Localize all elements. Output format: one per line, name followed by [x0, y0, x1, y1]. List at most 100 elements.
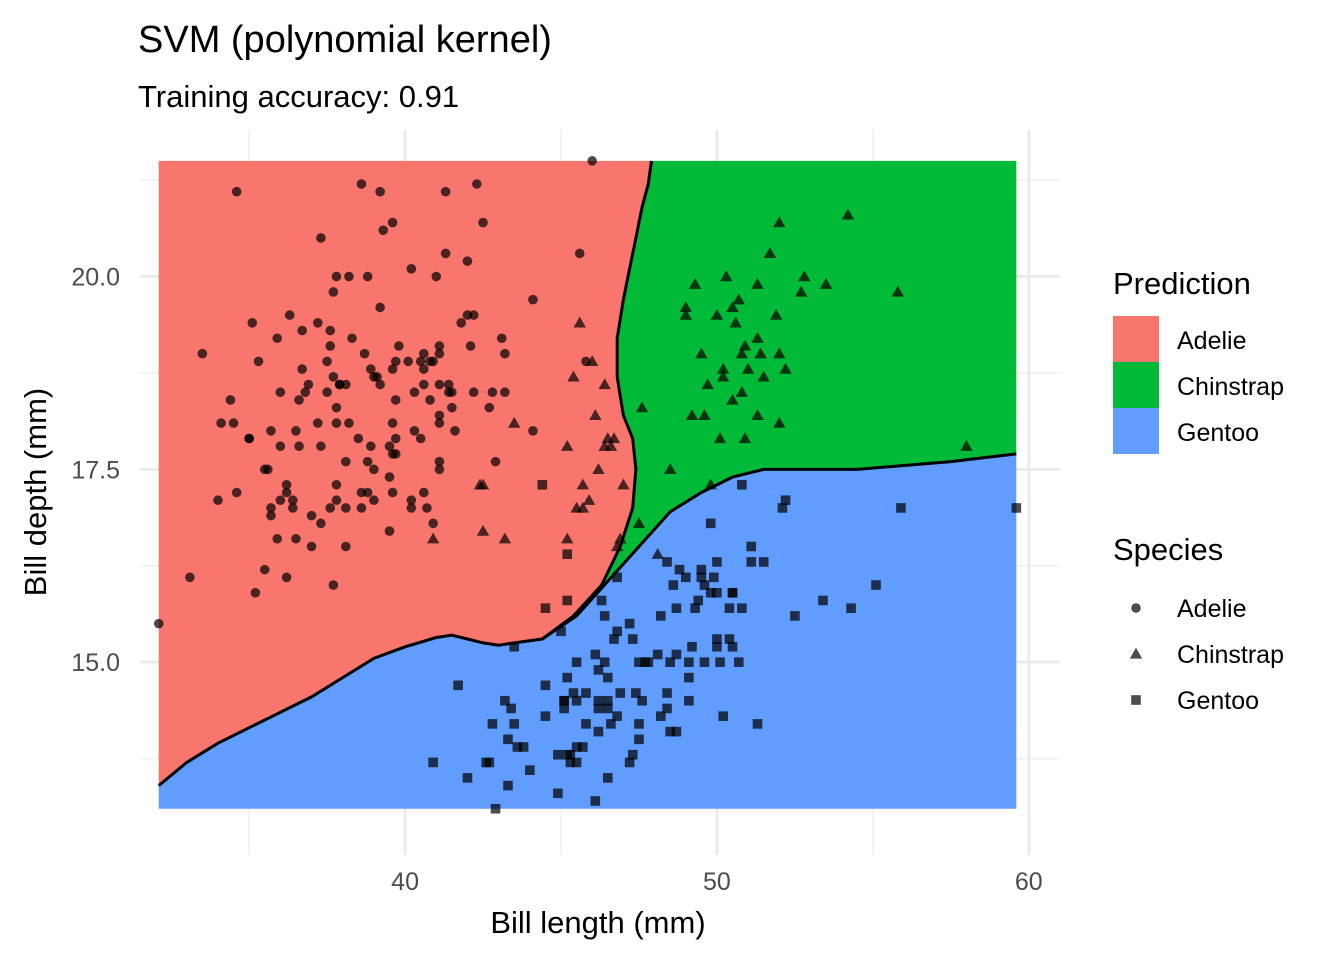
point-chinstrap [751, 409, 764, 421]
point-adelie [394, 341, 404, 351]
point-gentoo [684, 695, 694, 706]
point-adelie [500, 387, 510, 398]
point-adelie [425, 356, 435, 367]
point-adelie [244, 433, 254, 444]
point-gentoo [565, 757, 576, 768]
legend-key-gentoo-shape [1131, 695, 1141, 705]
point-gentoo [693, 595, 704, 606]
point-chinstrap [651, 548, 664, 559]
point-chinstrap [773, 416, 786, 428]
decision-boundary-gentoo [157, 452, 1017, 787]
point-chinstrap [476, 478, 490, 490]
legend-species-title: Species [1113, 532, 1223, 567]
y-tick-label: 20.0 [71, 264, 120, 292]
decision-boundary-adelie-chinstrap [541, 160, 653, 641]
point-adelie [266, 425, 276, 436]
point-gentoo [562, 749, 573, 760]
point-gentoo [846, 603, 856, 613]
point-adelie [316, 233, 326, 243]
point-adelie [440, 186, 451, 197]
point-gentoo [699, 657, 710, 667]
point-chinstrap [679, 301, 692, 313]
point-adelie [574, 248, 585, 259]
point-adelie [341, 503, 351, 513]
legend-key-gentoo [1113, 408, 1159, 454]
point-chinstrap [610, 540, 624, 552]
point-adelie [275, 495, 286, 506]
point-chinstrap [663, 463, 677, 475]
point-adelie [288, 503, 298, 513]
point-chinstrap [732, 293, 745, 305]
point-gentoo [599, 611, 610, 621]
point-adelie [344, 271, 354, 282]
point-adelie [447, 402, 457, 413]
point-adelie [247, 318, 258, 328]
series-gentoo [428, 479, 1022, 814]
point-adelie [409, 425, 420, 436]
point-adelie [390, 395, 401, 405]
point-gentoo [571, 757, 582, 768]
point-chinstrap [688, 278, 702, 289]
point-adelie [312, 418, 323, 428]
point-adelie [288, 495, 298, 506]
point-adelie [487, 387, 498, 398]
legend-prediction-title: Prediction [1113, 266, 1251, 301]
data-points [153, 156, 1022, 814]
point-chinstrap [960, 440, 973, 451]
point-gentoo [715, 657, 725, 667]
point-gentoo [553, 788, 563, 799]
point-gentoo [503, 734, 513, 745]
point-gentoo [671, 726, 682, 737]
point-chinstrap [498, 532, 512, 544]
point-gentoo [737, 603, 747, 613]
point-gentoo [627, 749, 638, 760]
point-gentoo [606, 719, 616, 729]
point-chinstrap [561, 440, 574, 451]
point-gentoo [562, 672, 573, 683]
point-adelie [322, 387, 332, 398]
point-gentoo [780, 495, 791, 506]
point-chinstrap [716, 362, 730, 374]
point-gentoo [634, 657, 644, 667]
point-adelie [228, 418, 239, 428]
point-adelie [266, 503, 276, 513]
point-chinstrap [710, 308, 724, 320]
point-chinstrap [738, 432, 752, 444]
point-chinstrap [773, 216, 786, 228]
point-gentoo [596, 595, 607, 606]
point-chinstrap [735, 347, 749, 359]
point-adelie [387, 364, 398, 374]
point-chinstrap [561, 532, 574, 544]
point-adelie [344, 418, 354, 428]
point-gentoo [571, 742, 582, 752]
y-tick-label: 17.5 [71, 456, 120, 484]
chart-title: SVM (polynomial kernel) [138, 19, 552, 61]
point-adelie [369, 495, 379, 506]
point-gentoo [690, 603, 700, 613]
point-gentoo [790, 611, 800, 621]
point-gentoo [671, 603, 682, 613]
y-axis-title: Bill depth (mm) [18, 388, 53, 596]
point-adelie [387, 217, 398, 228]
point-chinstrap [741, 362, 755, 374]
point-gentoo [624, 618, 635, 629]
point-chinstrap [779, 362, 792, 374]
point-chinstrap [679, 308, 692, 320]
point-gentoo [818, 595, 828, 606]
point-adelie [216, 418, 226, 428]
point-gentoo [733, 657, 744, 667]
point-adelie [384, 441, 395, 452]
point-adelie [375, 186, 385, 197]
point-adelie [362, 271, 373, 282]
point-gentoo [609, 634, 619, 644]
point-adelie [472, 179, 482, 189]
point-adelie [253, 356, 264, 367]
point-adelie [465, 341, 476, 351]
point-gentoo [453, 680, 463, 691]
point-adelie [306, 541, 317, 552]
point-adelie [365, 441, 376, 452]
point-gentoo [537, 479, 548, 490]
point-gentoo [490, 803, 501, 814]
point-gentoo [602, 672, 613, 683]
point-adelie [347, 333, 357, 344]
